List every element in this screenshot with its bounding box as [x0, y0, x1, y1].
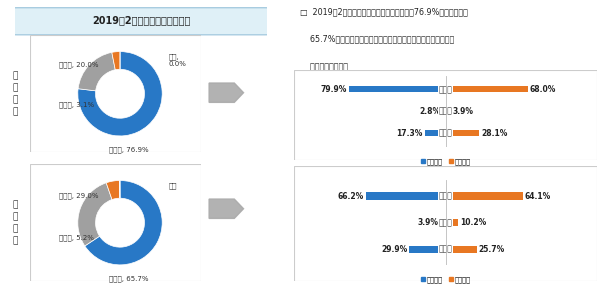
Text: 壁挂式, 65.7%: 壁挂式, 65.7%: [109, 275, 148, 282]
Bar: [445, 86, 527, 93]
Text: 64.1%: 64.1%: [524, 192, 551, 201]
Text: 29.9%: 29.9%: [382, 245, 407, 254]
Text: 3.9%: 3.9%: [418, 218, 439, 227]
Wedge shape: [85, 180, 162, 265]
Bar: [425, 130, 445, 137]
Wedge shape: [78, 52, 115, 91]
Text: 65.7%，仍为主流产品。吊顶式增长明显，在专业电商及平台电: 65.7%，仍为主流产品。吊顶式增长明显，在专业电商及平台电: [300, 35, 454, 44]
Text: 2019年2月分安装方式产品结构: 2019年2月分安装方式产品结构: [92, 16, 190, 25]
Bar: [445, 193, 523, 200]
FancyBboxPatch shape: [30, 164, 201, 281]
Bar: [445, 246, 476, 253]
Text: 17.3%: 17.3%: [397, 129, 423, 138]
Bar: [445, 130, 479, 137]
Text: 66.2%: 66.2%: [338, 192, 364, 201]
Bar: [445, 108, 450, 114]
Text: 吊顶式: 吊顶式: [439, 129, 452, 138]
Text: 壁挂式: 壁挂式: [439, 85, 452, 94]
Text: 壁挂式: 壁挂式: [439, 192, 452, 201]
Text: 商均超过立柜式。: 商均超过立柜式。: [300, 62, 348, 71]
FancyArrow shape: [209, 83, 244, 102]
FancyArrow shape: [209, 199, 244, 218]
Text: 68.0%: 68.0%: [529, 85, 556, 94]
FancyBboxPatch shape: [13, 8, 269, 35]
Bar: [365, 193, 445, 200]
Bar: [442, 108, 445, 114]
Text: 吊顶式, 29.0%: 吊顶式, 29.0%: [59, 192, 98, 199]
Text: 2.8%: 2.8%: [419, 107, 440, 116]
Legend: 专业电商, 平台电商: 专业电商, 平台电商: [418, 274, 473, 286]
Bar: [349, 86, 445, 93]
Text: 28.1%: 28.1%: [481, 129, 508, 138]
Wedge shape: [112, 52, 120, 70]
Text: 立柜式: 立柜式: [439, 107, 452, 116]
Bar: [445, 219, 458, 226]
Text: 立柜式: 立柜式: [439, 218, 452, 227]
Text: 79.9%: 79.9%: [321, 85, 347, 94]
Bar: [409, 246, 445, 253]
Text: 销
量
占
比: 销 量 占 比: [13, 71, 18, 116]
Text: 10.2%: 10.2%: [460, 218, 486, 227]
Text: 其他: 其他: [169, 183, 177, 189]
Text: 销
额
占
比: 销 额 占 比: [13, 200, 18, 245]
Wedge shape: [78, 52, 162, 136]
Text: 3.9%: 3.9%: [452, 107, 473, 116]
Text: 吊顶式, 20.0%: 吊顶式, 20.0%: [59, 61, 98, 67]
Text: 其他,
0.0%: 其他, 0.0%: [169, 54, 187, 67]
Legend: 专业电商, 平台电商: 专业电商, 平台电商: [418, 156, 473, 168]
FancyBboxPatch shape: [294, 166, 597, 281]
Wedge shape: [78, 183, 112, 246]
Bar: [441, 219, 445, 226]
Text: □  2019年2月，整体线上市场壁挂式销量占比76.9%，销售额占比: □ 2019年2月，整体线上市场壁挂式销量占比76.9%，销售额占比: [300, 7, 468, 16]
Text: 立柜式, 5.2%: 立柜式, 5.2%: [59, 234, 94, 241]
FancyBboxPatch shape: [30, 35, 201, 152]
Text: 立柜式, 3.1%: 立柜式, 3.1%: [59, 101, 94, 108]
Text: 壁挂式, 76.9%: 壁挂式, 76.9%: [109, 146, 148, 153]
Text: 吊顶式: 吊顶式: [439, 245, 452, 254]
Text: 25.7%: 25.7%: [478, 245, 505, 254]
FancyBboxPatch shape: [294, 70, 597, 160]
Wedge shape: [106, 180, 120, 200]
